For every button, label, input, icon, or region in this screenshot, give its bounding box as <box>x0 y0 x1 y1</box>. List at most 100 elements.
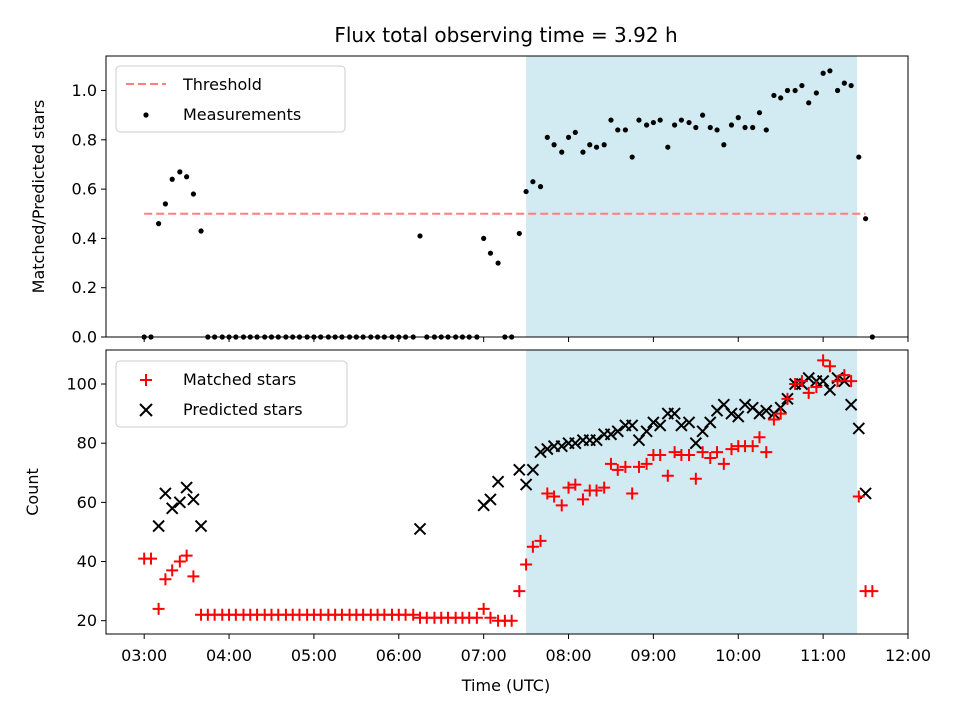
measurement-point <box>636 117 642 123</box>
top-panel: 0.0 0.2 0.4 0.6 0.8 1.0 Matched/Predicted sta… <box>29 55 909 347</box>
predicted-point <box>732 410 745 423</box>
measurement-point <box>657 117 663 123</box>
predicted-point <box>159 487 172 500</box>
predicted-point <box>844 398 858 411</box>
predicted-point <box>569 436 582 450</box>
predicted-point <box>526 463 540 477</box>
measurement-point <box>735 115 741 121</box>
matched-point <box>683 449 696 462</box>
measurement-point <box>162 201 169 207</box>
measurement-point <box>587 142 593 148</box>
measurement-point <box>813 90 819 96</box>
measurement-point <box>530 179 536 185</box>
bottom-legend-box <box>115 360 348 428</box>
x-axis-label: Time (UTC) <box>461 676 550 695</box>
x-tick-label: 05:00 <box>291 646 337 665</box>
x-tick-label: 10:00 <box>715 646 761 665</box>
matched-point <box>668 446 681 459</box>
measurement-point <box>198 228 204 234</box>
predicted-point <box>173 496 187 509</box>
matched-point <box>407 608 420 621</box>
matched-point <box>534 534 547 547</box>
matched-point <box>576 493 589 506</box>
y-tick-label: 100 <box>66 375 97 394</box>
matched-point <box>823 360 836 373</box>
matched-point <box>810 380 823 393</box>
matched-point <box>611 463 624 476</box>
matched-point <box>640 457 653 470</box>
predicted-point <box>738 398 752 411</box>
predicted-point <box>604 428 618 441</box>
y-tick-label: 60 <box>77 493 97 512</box>
matched-point <box>711 446 724 459</box>
measurement-point <box>615 127 621 133</box>
matched-point <box>817 354 830 367</box>
measurement-point <box>417 233 423 239</box>
measurement-point <box>756 110 763 116</box>
measurement-point <box>551 142 557 148</box>
y-tick-label: 0.8 <box>72 130 97 149</box>
matched-point <box>704 451 717 464</box>
matched-point <box>520 558 533 571</box>
top-y-axis-label: Matched/Predicted stars <box>29 100 48 294</box>
predicted-point <box>647 416 660 429</box>
matched-point <box>760 446 773 459</box>
observing-window-top <box>526 56 858 337</box>
matched-point <box>173 555 186 568</box>
predicted-point <box>590 434 603 447</box>
bottom-y-axis-label: Count <box>23 468 42 516</box>
x-tick-label: 09:00 <box>630 646 676 665</box>
predicted-point <box>611 425 624 438</box>
measurement-point <box>721 142 727 148</box>
y-tick-label: 20 <box>77 611 97 630</box>
matched-point <box>604 457 617 470</box>
matched-point <box>541 487 554 500</box>
measurement-point <box>565 134 572 140</box>
bottom-panel: 20 40 60 80 100 03:00 04:00 05:00 06:00 07:00 08:… <box>23 349 931 695</box>
predicted-legend-label: Predicted stars <box>183 400 303 419</box>
measurement-point <box>644 122 650 128</box>
matched-point <box>526 540 539 553</box>
measurement-point <box>714 127 720 133</box>
bottom-y-ticks: 20 40 60 80 100 <box>66 375 106 630</box>
measurement-point <box>799 82 805 89</box>
predicted-point <box>519 478 533 491</box>
measurement-point <box>156 221 162 227</box>
matched-point <box>774 407 787 420</box>
measurement-point <box>707 124 713 131</box>
measurement-point <box>608 117 614 123</box>
measurement-point <box>665 144 671 150</box>
predicted-point <box>152 519 165 533</box>
matched-point <box>598 481 611 494</box>
matched-point <box>619 460 632 473</box>
matched-point <box>654 449 667 462</box>
measurement-point <box>728 122 735 128</box>
measurement-point <box>650 119 656 126</box>
matched-point <box>187 570 200 583</box>
top-legend-box <box>115 65 346 133</box>
predicted-points <box>152 371 872 536</box>
predicted-point <box>194 519 208 533</box>
matched-point <box>569 478 582 491</box>
predicted-point <box>625 419 639 432</box>
matched-point <box>767 413 780 426</box>
matched-point <box>661 469 674 482</box>
observing-window-bottom <box>526 350 858 634</box>
predicted-point <box>682 416 696 429</box>
measurement-points <box>141 68 875 340</box>
measurement-point <box>834 87 841 94</box>
predicted-point <box>760 404 773 417</box>
measurement-point <box>537 184 544 190</box>
matched-point <box>753 431 766 444</box>
matched-points <box>138 354 879 627</box>
measurement-point <box>622 127 628 133</box>
predicted-point <box>753 407 766 420</box>
measurement-point <box>559 149 565 155</box>
measurement-point <box>806 100 812 106</box>
measurement-point <box>792 87 798 94</box>
measurement-point <box>523 188 529 195</box>
matched-point <box>802 386 815 399</box>
predicted-point <box>640 425 653 438</box>
x-tick-label: 04:00 <box>206 646 252 665</box>
